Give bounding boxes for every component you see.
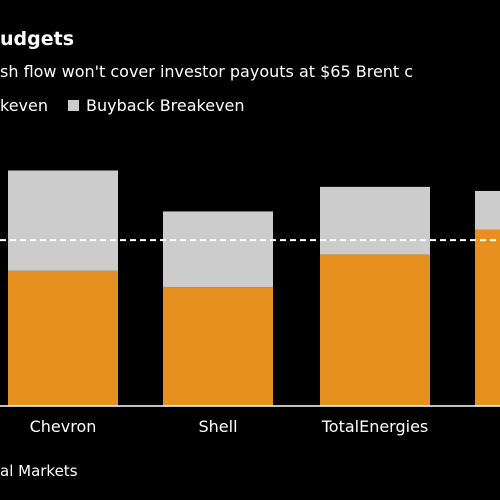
bar-totalenergies-breakeven [320,254,430,406]
x-tick-label-chevron: Chevron [30,417,97,436]
bar-chevron-buyback [8,170,118,271]
legend-item-buyback: Buyback Breakeven [68,96,245,115]
legend: keven Buyback Breakeven [0,96,245,115]
x-tick-label-totalenergies: TotalEnergies [321,417,429,436]
bar-chevron-breakeven [8,270,118,406]
bar-totalenergies-buyback [320,186,430,255]
legend-label-breakeven: keven [0,96,48,115]
legend-label-buyback: Buyback Breakeven [86,96,245,115]
bar-shell-breakeven [163,287,273,406]
source-note: al Markets [0,462,78,480]
chart-title: udgets [0,28,75,50]
bar-cropped-4-buyback [475,190,500,230]
legend-item-breakeven: keven [0,96,48,115]
bar-shell-buyback [163,211,273,288]
bar-cropped-4-breakeven [475,229,500,406]
legend-swatch-buyback [68,100,79,111]
x-tick-label-shell: Shell [198,417,237,436]
chart-subtitle: sh flow won't cover investor payouts at … [0,62,414,81]
